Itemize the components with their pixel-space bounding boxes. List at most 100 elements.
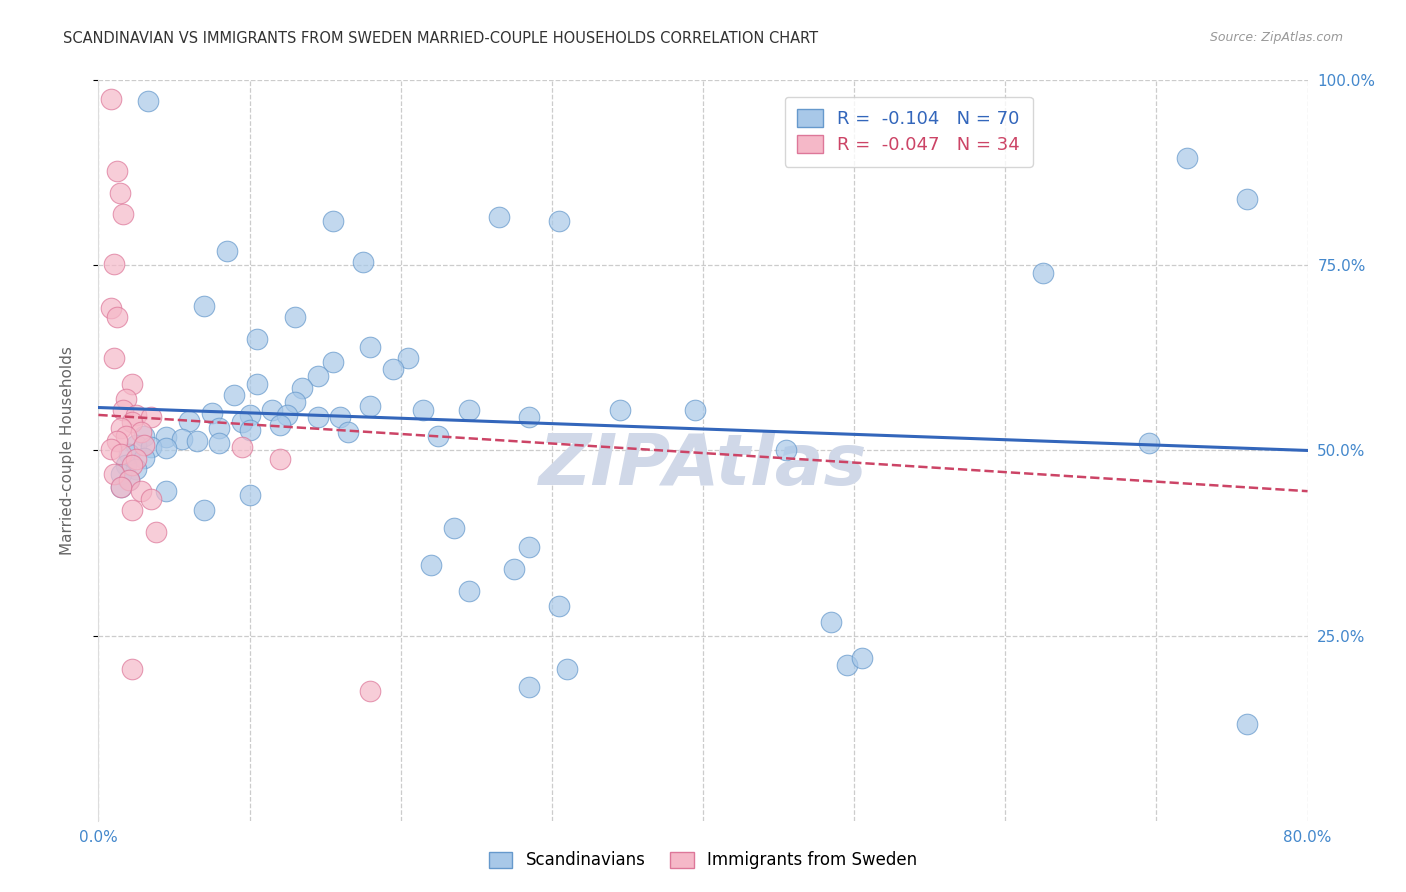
Point <box>111 206 134 220</box>
Point <box>179 414 201 428</box>
Text: Source: ZipAtlas.com: Source: ZipAtlas.com <box>1209 31 1343 45</box>
Point <box>141 440 163 454</box>
Point <box>121 415 143 429</box>
Legend: R =  -0.104   N = 70, R =  -0.047   N = 34: R = -0.104 N = 70, R = -0.047 N = 34 <box>785 96 1032 167</box>
Point <box>269 452 291 467</box>
Point <box>125 452 148 467</box>
Point <box>307 369 329 384</box>
Point <box>775 443 797 458</box>
Point <box>121 458 143 473</box>
Point <box>105 434 128 448</box>
Point <box>517 540 540 554</box>
Point <box>186 434 208 448</box>
Point <box>609 402 631 417</box>
Point <box>396 351 419 365</box>
Point <box>548 214 571 228</box>
Point <box>231 415 253 429</box>
Point <box>291 380 314 394</box>
Point <box>336 425 359 439</box>
Point <box>457 402 479 417</box>
Point <box>100 442 122 456</box>
Point <box>208 436 231 450</box>
Point <box>108 186 131 200</box>
Point <box>224 388 246 402</box>
Point <box>1175 151 1198 165</box>
Point <box>443 521 465 535</box>
Point <box>141 491 163 506</box>
Point <box>110 480 132 494</box>
Point <box>548 599 571 613</box>
Point <box>125 437 148 451</box>
Point <box>145 524 167 539</box>
Point <box>114 428 136 442</box>
Point <box>1032 266 1054 280</box>
Point <box>201 407 224 421</box>
Text: ZIPAtlas: ZIPAtlas <box>538 431 868 500</box>
Point <box>110 421 132 435</box>
Point <box>114 458 136 473</box>
Point <box>129 425 152 439</box>
Point <box>307 410 329 425</box>
Point <box>103 257 125 271</box>
Point <box>215 244 238 258</box>
Point <box>329 410 352 425</box>
Point <box>1236 192 1258 206</box>
Point <box>820 615 842 630</box>
Point <box>322 214 344 228</box>
Point <box>100 301 122 316</box>
Point <box>835 658 858 673</box>
Point <box>246 332 269 346</box>
Point <box>1236 717 1258 731</box>
Point <box>103 467 125 482</box>
Point <box>136 94 159 108</box>
Point <box>517 681 540 695</box>
Point <box>269 417 291 432</box>
Point <box>360 399 382 413</box>
Point <box>100 92 122 106</box>
Point <box>110 467 132 482</box>
Point <box>132 450 155 465</box>
Point <box>125 462 148 476</box>
Point <box>239 408 262 422</box>
Point <box>412 402 434 417</box>
Point <box>132 437 155 451</box>
Point <box>427 428 450 442</box>
Point <box>103 351 125 365</box>
Point <box>276 408 298 422</box>
Point <box>503 562 526 576</box>
Point <box>125 408 148 422</box>
Point <box>360 684 382 698</box>
Point <box>141 410 163 425</box>
Point <box>132 428 155 442</box>
Point <box>284 310 307 325</box>
Point <box>851 650 873 665</box>
Y-axis label: Married-couple Households: Married-couple Households <box>60 346 75 555</box>
Point <box>118 447 141 461</box>
Point <box>193 299 215 313</box>
Point <box>111 402 134 417</box>
Point <box>488 211 510 225</box>
Point <box>517 410 540 425</box>
Point <box>105 163 128 178</box>
Point <box>155 484 177 499</box>
Point <box>246 376 269 391</box>
Point <box>155 442 177 456</box>
Point <box>420 558 443 573</box>
Point <box>352 254 374 268</box>
Legend: Scandinavians, Immigrants from Sweden: Scandinavians, Immigrants from Sweden <box>479 841 927 880</box>
Point <box>457 584 479 599</box>
Point <box>129 484 152 499</box>
Text: SCANDINAVIAN VS IMMIGRANTS FROM SWEDEN MARRIED-COUPLE HOUSEHOLDS CORRELATION CHA: SCANDINAVIAN VS IMMIGRANTS FROM SWEDEN M… <box>63 31 818 46</box>
Point <box>208 421 231 435</box>
Point <box>121 662 143 676</box>
Point <box>555 662 578 676</box>
Point <box>114 392 136 406</box>
Point <box>110 480 132 494</box>
Point <box>262 402 284 417</box>
Point <box>170 433 193 447</box>
Point <box>239 423 262 437</box>
Point <box>322 354 344 368</box>
Point <box>118 473 141 487</box>
Point <box>155 430 177 444</box>
Point <box>360 340 382 354</box>
